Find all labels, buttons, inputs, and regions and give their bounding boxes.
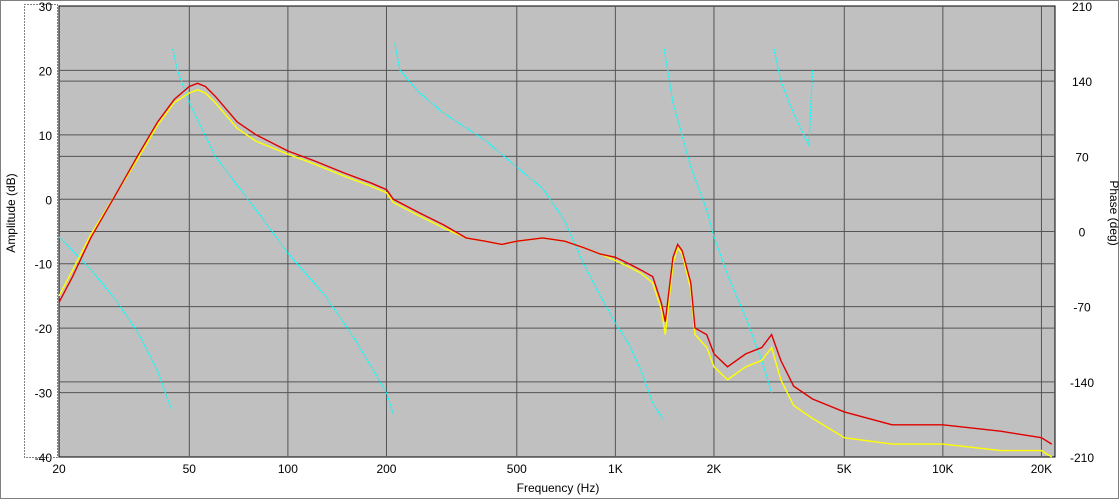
y-tick-4: -10 <box>35 258 53 272</box>
x-tick-4: 500 <box>507 462 527 476</box>
y-tick-3: 0 <box>45 193 52 207</box>
grid-lines <box>59 6 1055 457</box>
y2-tick-6: -210 <box>1070 451 1094 465</box>
y2-tick-1: 140 <box>1072 75 1092 89</box>
y-tick-6: -30 <box>35 387 53 401</box>
x-tick-6: 2K <box>707 462 722 476</box>
x-tick-2: 100 <box>278 462 298 476</box>
x-tick-1: 50 <box>183 462 197 476</box>
y-tick-labels: 30 20 10 0 -10 -20 -30 -40 <box>35 0 53 465</box>
y2-tick-3: 0 <box>1079 226 1086 240</box>
x-tick-9: 20K <box>1031 462 1052 476</box>
x-tick-3: 200 <box>376 462 396 476</box>
y-tick-5: -20 <box>35 322 53 336</box>
x-tick-5: 1K <box>608 462 623 476</box>
x-tick-8: 10K <box>932 462 953 476</box>
y2-tick-4: -70 <box>1073 301 1091 315</box>
x-tick-labels: 20 50 100 200 500 1K 2K 5K 10K 20K <box>52 462 1052 476</box>
y-tick-2: 10 <box>39 129 53 143</box>
series-layer <box>58 44 1053 458</box>
y2-axis-title: Phase (deg) <box>1107 180 1119 245</box>
y-tick-1: 20 <box>39 64 53 78</box>
x-tick-7: 5K <box>837 462 852 476</box>
y-tick-7: -40 <box>35 451 53 465</box>
x-axis-title: Frequency (Hz) <box>517 481 600 495</box>
y2-tick-2: 70 <box>1075 150 1089 164</box>
x-tick-0: 20 <box>52 462 66 476</box>
y-axis-title: Amplitude (dB) <box>4 173 18 252</box>
y2-tick-5: -140 <box>1070 376 1094 390</box>
y2-tick-labels: 210 140 70 0 -70 -140 -210 <box>1070 0 1094 465</box>
series-red-line <box>58 82 1053 445</box>
y2-tick-0: 210 <box>1072 0 1092 14</box>
y-tick-0: 30 <box>39 0 53 14</box>
